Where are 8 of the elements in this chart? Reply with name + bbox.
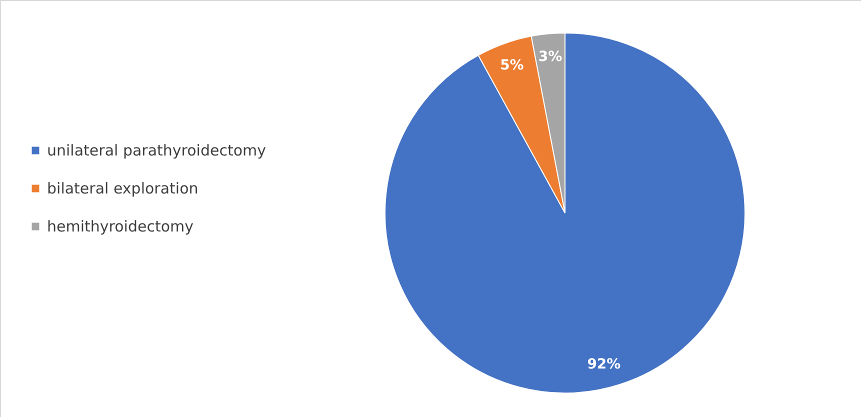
pie-slice [384,32,746,394]
data-label: 3% [538,49,562,66]
legend-label: bilateral exploration [47,180,198,198]
pie-slice [478,36,566,214]
data-label: 92% [587,356,621,373]
data-label: 5% [500,58,524,74]
legend-label: hemithyroidectomy [47,218,194,236]
legend-label: unilateral parathyroidectomy [47,142,266,160]
